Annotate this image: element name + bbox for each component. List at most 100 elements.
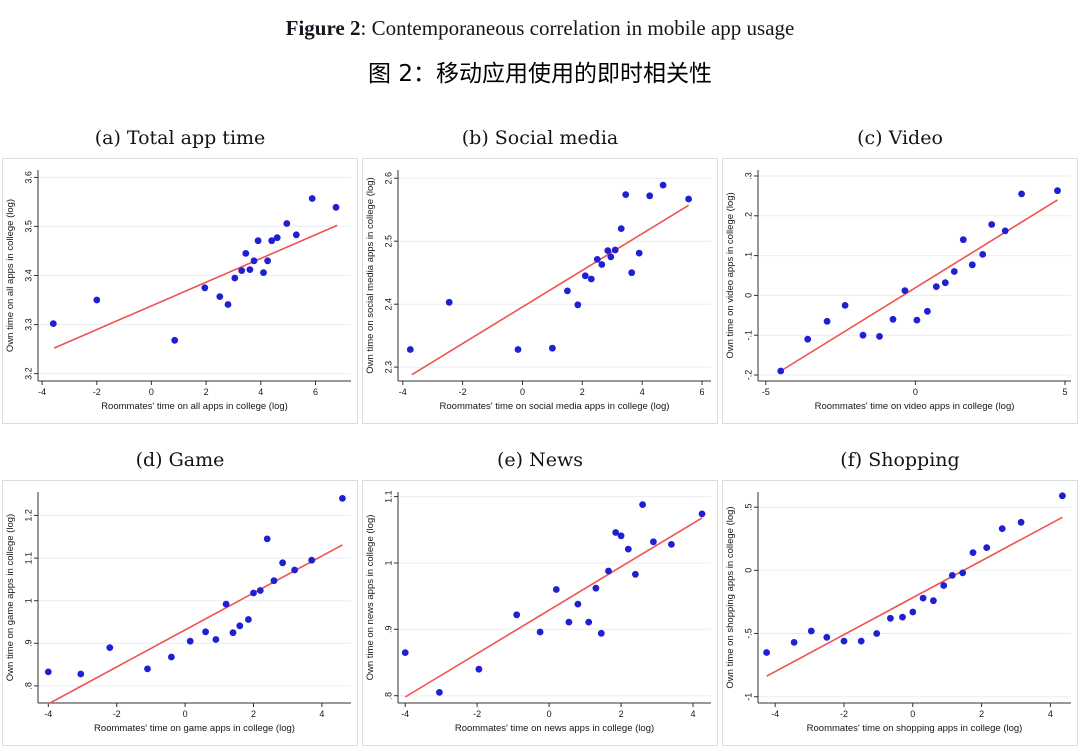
panel-d-chart-frame: .8 .9 1 1.1 1.2 -4 -2 0 2 4 Roommates' time on gam… bbox=[2, 480, 358, 746]
x-axis-title: Roommates' time on news apps in college … bbox=[455, 723, 654, 734]
data-point bbox=[250, 257, 258, 265]
x-tick-label: 2 bbox=[204, 387, 209, 397]
data-point bbox=[436, 689, 443, 696]
data-point bbox=[932, 283, 940, 290]
data-point bbox=[270, 577, 278, 585]
panel-b-scatter-chart: 2.3 2.4 2.5 2.6 -4 -2 0 2 4 6 Roommates' time on s… bbox=[365, 170, 711, 412]
data-point bbox=[106, 644, 114, 651]
data-point bbox=[1001, 227, 1009, 235]
x-axis-title: Roommates' time on all apps in college (… bbox=[101, 401, 288, 412]
x-tick-label: -2 bbox=[459, 387, 467, 397]
y-tick-label: 0 bbox=[743, 568, 753, 573]
panel-a-scatter-chart: 3.2 3.3 3.4 3.5 3.6 -4 -2 0 2 4 6 Roommates' time o… bbox=[5, 170, 351, 412]
data-point bbox=[308, 556, 316, 564]
data-point bbox=[998, 525, 1006, 532]
figure-title: Figure 2: Contemporaneous correlation in… bbox=[0, 14, 1080, 42]
data-point bbox=[565, 618, 573, 626]
data-point bbox=[913, 316, 921, 324]
y-tick-label: -1 bbox=[743, 693, 753, 701]
data-point bbox=[804, 335, 812, 343]
panel-e-title: (e) News bbox=[497, 449, 583, 471]
data-point bbox=[291, 566, 298, 574]
y-tick-label: .9 bbox=[23, 640, 33, 648]
y-tick-label: 1 bbox=[23, 598, 33, 603]
data-point bbox=[216, 293, 224, 300]
figure-subtitle-chinese: 图 2：移动应用使用的即时相关性 bbox=[368, 61, 712, 87]
data-point bbox=[238, 267, 246, 274]
panel-a-title: (a) Total app time bbox=[94, 127, 266, 149]
data-point bbox=[144, 665, 151, 673]
y-tick-label: 3.3 bbox=[23, 318, 33, 331]
data-point bbox=[968, 261, 976, 269]
data-point bbox=[445, 298, 453, 306]
x-tick-label: 0 bbox=[910, 709, 915, 719]
data-point bbox=[536, 628, 544, 636]
data-point bbox=[698, 510, 706, 518]
y-axis-title: Own time on news apps in college (log) bbox=[365, 515, 376, 681]
data-point bbox=[171, 336, 179, 344]
x-tick-label: -4 bbox=[399, 387, 407, 397]
y-axis-title: Own time on social media apps in college… bbox=[365, 177, 376, 373]
data-point bbox=[823, 633, 831, 641]
x-tick-label: 0 bbox=[547, 709, 552, 719]
x-tick-label: -4 bbox=[771, 709, 779, 719]
data-point bbox=[940, 582, 948, 589]
y-tick-label: 1 bbox=[383, 560, 393, 565]
data-point bbox=[909, 608, 917, 616]
x-tick-label: -2 bbox=[840, 709, 848, 719]
panel-a-chart-frame: 3.2 3.3 3.4 3.5 3.6 -4 -2 0 2 4 6 Roommates' time o… bbox=[2, 158, 358, 424]
data-point bbox=[924, 307, 931, 315]
data-point bbox=[273, 234, 281, 242]
data-point bbox=[598, 261, 606, 268]
x-tick-label: 2 bbox=[580, 387, 585, 397]
figure-number-label: Figure 2 bbox=[285, 16, 361, 40]
x-tick-label: 4 bbox=[258, 387, 263, 397]
data-point bbox=[581, 272, 589, 280]
x-axis-title: Roommates' time on shopping apps in coll… bbox=[807, 723, 1023, 734]
data-point bbox=[279, 559, 286, 567]
data-point bbox=[873, 630, 881, 637]
x-tick-label: -4 bbox=[401, 709, 409, 719]
data-point bbox=[930, 597, 937, 605]
x-tick-label: -4 bbox=[44, 709, 52, 719]
data-point bbox=[513, 611, 521, 619]
data-point bbox=[901, 287, 909, 294]
data-point bbox=[587, 275, 595, 283]
data-point bbox=[245, 616, 252, 623]
data-point bbox=[308, 195, 316, 202]
panel-c: (c) Video -.2 -.1 0 .1 .2 .3 -5 0 5 Roommates' ti… bbox=[720, 112, 1080, 424]
y-tick-label: -.1 bbox=[743, 330, 753, 341]
y-axis-title: Own time on all apps in college (log) bbox=[5, 199, 16, 352]
data-point bbox=[292, 231, 300, 239]
data-point bbox=[339, 495, 346, 502]
panel-b-chart-frame: 2.3 2.4 2.5 2.6 -4 -2 0 2 4 6 Roommates' time on s… bbox=[362, 158, 718, 424]
x-tick-label: -2 bbox=[93, 387, 101, 397]
data-point bbox=[876, 333, 883, 340]
y-tick-label: .8 bbox=[383, 692, 393, 700]
data-point bbox=[168, 653, 175, 661]
y-axis-title: Own time on video apps in college (log) bbox=[725, 192, 736, 358]
panels-grid: (a) Total app time 3.2 3.3 3.4 3.5 3.6 -4 -2 0 2… bbox=[0, 112, 1080, 746]
y-tick-label: 0 bbox=[743, 293, 753, 298]
y-tick-label: 2.6 bbox=[383, 172, 393, 185]
panel-e: (e) News .8 .9 1 1.1 -4 -2 0 2 4 Roommates' time … bbox=[360, 434, 720, 746]
data-point bbox=[229, 629, 237, 637]
data-point bbox=[979, 251, 987, 258]
data-point bbox=[763, 649, 770, 656]
data-point bbox=[790, 639, 798, 646]
data-point bbox=[611, 246, 619, 254]
data-point bbox=[1018, 190, 1025, 198]
data-point bbox=[612, 529, 620, 536]
y-tick-label: .1 bbox=[743, 252, 753, 260]
y-tick-label: .3 bbox=[743, 172, 753, 180]
data-point bbox=[632, 570, 639, 578]
data-point bbox=[186, 637, 194, 645]
y-tick-label: .9 bbox=[383, 626, 393, 634]
figure-title-text: : Contemporaneous correlation in mobile … bbox=[360, 16, 795, 40]
x-tick-label: 5 bbox=[1062, 387, 1067, 397]
data-point bbox=[887, 614, 894, 622]
data-point bbox=[635, 249, 643, 257]
data-point bbox=[212, 636, 220, 643]
fit-line bbox=[53, 224, 338, 349]
x-tick-label: -4 bbox=[38, 387, 46, 397]
